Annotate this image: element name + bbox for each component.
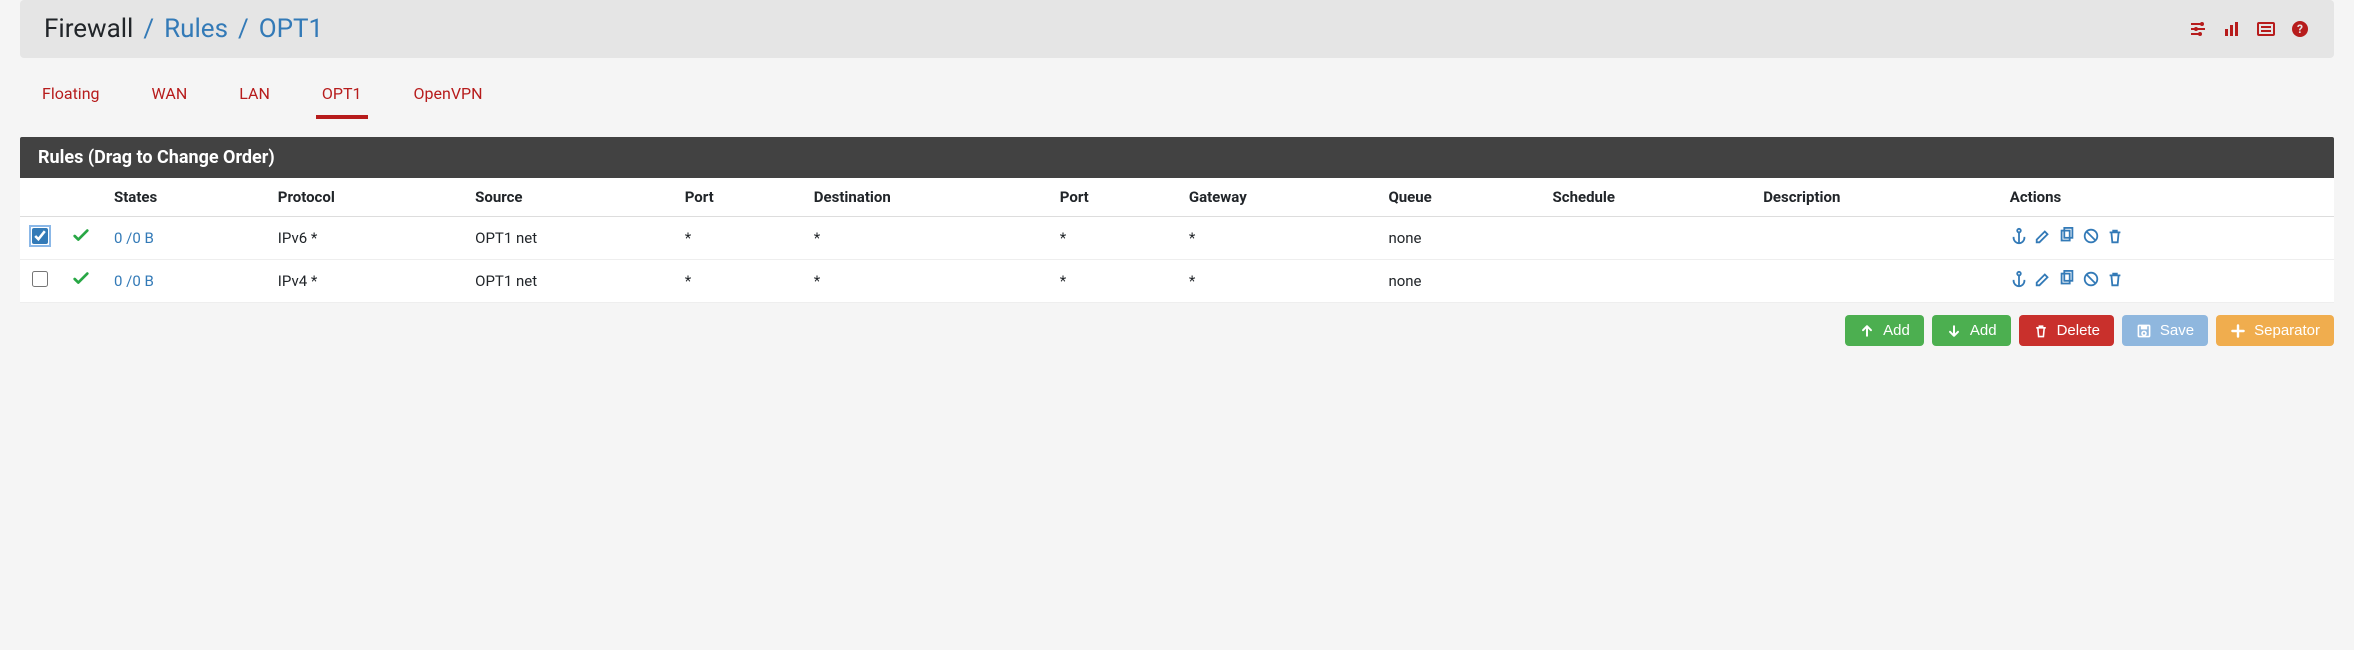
disable-icon[interactable] — [2082, 227, 2100, 249]
cell-destination: * — [802, 260, 1048, 303]
tab-wan[interactable]: WAN — [146, 74, 194, 119]
rules-panel: Rules (Drag to Change Order) StatesProto… — [20, 137, 2334, 303]
anchor-icon[interactable] — [2010, 270, 2028, 292]
cell-dst_port: * — [1048, 260, 1177, 303]
column-header — [60, 178, 102, 217]
cell-queue: none — [1376, 260, 1540, 303]
disable-icon[interactable] — [2082, 270, 2100, 292]
header-icons — [2188, 19, 2310, 39]
anchor-icon[interactable] — [2010, 227, 2028, 249]
separator-button[interactable]: Separator — [2216, 315, 2334, 346]
add-bottom-button[interactable]: Add — [1932, 315, 2011, 346]
breadcrumb-current[interactable]: OPT1 — [259, 14, 323, 44]
save-button[interactable]: Save — [2122, 315, 2208, 346]
rules-table: StatesProtocolSourcePortDestinationPortG… — [20, 178, 2334, 303]
copy-icon[interactable] — [2058, 227, 2076, 249]
table-row[interactable]: 0 /0 BIPv6 *OPT1 net****none — [20, 217, 2334, 260]
delete-icon[interactable] — [2106, 227, 2124, 249]
footer-buttons: Add Add Delete Save Separator — [0, 303, 2354, 346]
help-icon[interactable] — [2290, 19, 2310, 39]
cell-src_port: * — [673, 217, 802, 260]
cell-description — [1751, 217, 1998, 260]
rule-status-icon — [60, 260, 102, 303]
breadcrumb-root: Firewall — [44, 14, 133, 44]
column-header: Port — [1048, 178, 1177, 217]
states-link[interactable]: 0 /0 B — [114, 272, 154, 290]
cell-dst_port: * — [1048, 217, 1177, 260]
tab-opt1[interactable]: OPT1 — [316, 74, 368, 119]
column-header: Destination — [802, 178, 1048, 217]
table-row[interactable]: 0 /0 BIPv4 *OPT1 net****none — [20, 260, 2334, 303]
cell-protocol: IPv6 * — [266, 217, 463, 260]
cell-source: OPT1 net — [463, 260, 673, 303]
delete-icon[interactable] — [2106, 270, 2124, 292]
cell-gateway: * — [1177, 260, 1377, 303]
edit-icon[interactable] — [2034, 227, 2052, 249]
cell-gateway: * — [1177, 217, 1377, 260]
column-header: Actions — [1998, 178, 2334, 217]
edit-icon[interactable] — [2034, 270, 2052, 292]
column-header: Schedule — [1541, 178, 1752, 217]
cell-protocol: IPv4 * — [266, 260, 463, 303]
column-header: States — [102, 178, 266, 217]
cell-description — [1751, 260, 1998, 303]
breadcrumb-bar: Firewall / Rules / OPT1 — [20, 0, 2334, 58]
panel-heading: Rules (Drag to Change Order) — [20, 137, 2334, 178]
breadcrumb: Firewall / Rules / OPT1 — [44, 14, 323, 44]
interface-tabs: Floating WAN LAN OPT1 OpenVPN — [0, 74, 2354, 119]
column-header: Queue — [1376, 178, 1540, 217]
cell-source: OPT1 net — [463, 217, 673, 260]
cell-src_port: * — [673, 260, 802, 303]
column-header: Gateway — [1177, 178, 1377, 217]
delete-button[interactable]: Delete — [2019, 315, 2114, 346]
breadcrumb-sep: / — [143, 14, 154, 44]
add-top-button[interactable]: Add — [1845, 315, 1924, 346]
bar-chart-icon[interactable] — [2222, 19, 2242, 39]
breadcrumb-sep: / — [238, 14, 249, 44]
log-icon[interactable] — [2256, 19, 2276, 39]
tab-openvpn[interactable]: OpenVPN — [408, 74, 489, 119]
rule-status-icon — [60, 217, 102, 260]
copy-icon[interactable] — [2058, 270, 2076, 292]
column-header: Port — [673, 178, 802, 217]
row-select-checkbox[interactable] — [32, 228, 48, 244]
column-header: Source — [463, 178, 673, 217]
column-header: Protocol — [266, 178, 463, 217]
row-select-checkbox[interactable] — [32, 271, 48, 287]
settings-sliders-icon[interactable] — [2188, 19, 2208, 39]
cell-destination: * — [802, 217, 1048, 260]
states-link[interactable]: 0 /0 B — [114, 229, 154, 247]
cell-queue: none — [1376, 217, 1540, 260]
cell-schedule — [1541, 260, 1752, 303]
cell-schedule — [1541, 217, 1752, 260]
tab-floating[interactable]: Floating — [36, 74, 106, 119]
tab-lan[interactable]: LAN — [233, 74, 276, 119]
column-header — [20, 178, 60, 217]
breadcrumb-section[interactable]: Rules — [164, 14, 228, 44]
column-header: Description — [1751, 178, 1998, 217]
